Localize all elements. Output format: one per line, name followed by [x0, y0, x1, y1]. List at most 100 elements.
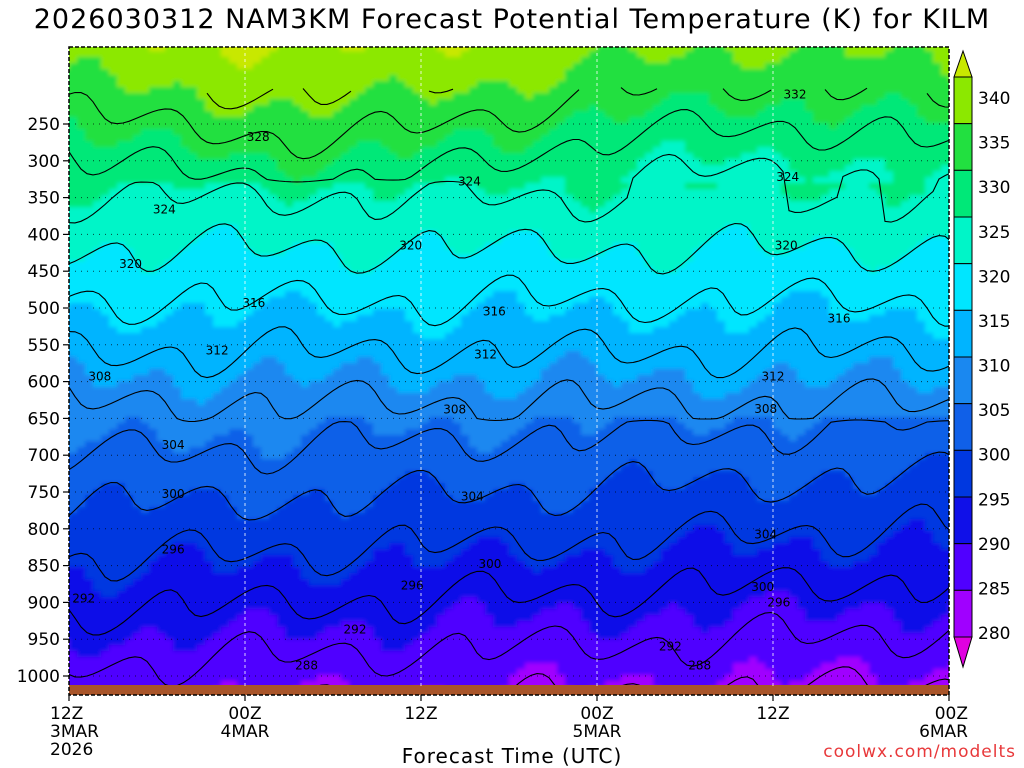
contour-296	[69, 503, 949, 582]
plot-frame	[68, 46, 950, 696]
contour-324	[69, 153, 949, 224]
colorbar-label: 280	[978, 624, 1010, 644]
colorbar-min-arrow	[953, 636, 973, 669]
colorbar-label: 315	[978, 312, 1010, 332]
contour-label: 304	[461, 489, 484, 503]
colorbar-label: 310	[978, 357, 1010, 377]
x-tick-label: 12Z	[756, 704, 789, 724]
colorbar-band	[953, 263, 973, 311]
colorbar-band	[953, 496, 973, 545]
chart-title: 2026030312 NAM3KM Forecast Potential Tem…	[33, 4, 991, 35]
colorbar-band	[953, 403, 973, 451]
colorbar-label: 325	[978, 223, 1010, 243]
grid-lines	[69, 47, 949, 687]
contour-label: 324	[458, 174, 481, 188]
potential-temperature-field	[69, 47, 949, 687]
y-tick-label: 850	[28, 557, 60, 577]
y-tick-label: 400	[28, 225, 60, 245]
y-tick-label: 350	[28, 189, 60, 209]
contour-label: 300	[162, 487, 185, 501]
contour-labels: 332 328 324 324 324 320 320 320 316 316 316 312 312 3…	[72, 88, 850, 673]
contour-label: 308	[754, 402, 777, 416]
contour-label: 308	[88, 369, 111, 383]
contour-label: 292	[344, 623, 367, 637]
contour-label: 316	[828, 311, 851, 325]
y-tick-label: 900	[28, 593, 60, 613]
colorbar-band	[953, 543, 973, 591]
x-tick-label: 00Z	[935, 704, 968, 724]
colorbar-label: 320	[978, 267, 1010, 287]
contour-label: 292	[659, 640, 682, 654]
contour-label: 316	[242, 296, 265, 310]
contour-label: 308	[443, 403, 466, 417]
contour-label: 292	[72, 592, 95, 606]
contour-label: 312	[474, 347, 497, 361]
contour-label: 324	[776, 170, 799, 184]
contour-label: 288	[688, 659, 711, 673]
x-axis-label: Forecast Time (UTC)	[401, 744, 623, 768]
colorbar-band	[953, 76, 973, 125]
x-tick-label: 00Z	[580, 704, 613, 724]
colorbar-band	[953, 309, 973, 358]
colorbar-band	[953, 356, 973, 405]
y-tick-label: 500	[28, 299, 60, 319]
contour-label: 324	[153, 202, 176, 216]
contour-label: 296	[162, 542, 185, 556]
contour-label: 320	[775, 238, 798, 252]
y-tick-label: 300	[28, 152, 60, 172]
colorbar-label: 340	[978, 89, 1010, 109]
contour-336	[206, 88, 454, 110]
contour-label: 296	[767, 595, 790, 609]
contour-label: 288	[295, 659, 318, 673]
contour-label: 328	[247, 130, 270, 144]
x-tick-label: 5MAR	[573, 722, 622, 742]
y-tick-label: 600	[28, 373, 60, 393]
x-tick-label: 12Z	[404, 704, 437, 724]
x-tick-label: 00Z	[228, 704, 261, 724]
x-tick-label: 4MAR	[221, 722, 270, 742]
colorbar-label: 295	[978, 490, 1010, 510]
contour-label: 332	[784, 88, 807, 102]
contour-label: 300	[751, 580, 774, 594]
contour-label: 312	[206, 344, 229, 358]
colorbar-band	[953, 216, 973, 265]
contour-288	[69, 611, 949, 687]
colorbar: 340 335 330 325 320 315 310 305 300 295 290 285 280	[953, 49, 1010, 669]
colorbar-band	[953, 449, 973, 498]
contour-label: 316	[483, 305, 506, 319]
contour-292	[69, 567, 949, 636]
contour-332	[69, 87, 949, 160]
x-tick-label: 2026	[50, 740, 93, 760]
contour-label: 320	[399, 238, 422, 252]
contour-308	[69, 378, 949, 423]
y-tick-label: 800	[28, 520, 60, 540]
y-tick-label: 750	[28, 483, 60, 503]
x-tick-label: 6MAR	[919, 722, 968, 742]
y-tick-label: 700	[28, 446, 60, 466]
x-tick-label: 3MAR	[50, 722, 99, 742]
colorbar-label: 300	[978, 446, 1010, 466]
contour-label: 320	[119, 257, 142, 271]
ground-strip	[69, 685, 949, 695]
y-axis: 250 300 350 400 450 500 550 600 650 700 750 800 850 9…	[17, 115, 69, 687]
contour-312	[69, 326, 949, 379]
contour-328	[69, 109, 949, 183]
colorbar-max-arrow	[953, 49, 973, 78]
site-credit: coolwx.com/modelts	[823, 742, 1016, 762]
colorbar-label: 285	[978, 579, 1010, 599]
contour-label: 300	[478, 557, 501, 571]
colorbar-label: 290	[978, 535, 1010, 555]
contour-304	[69, 419, 949, 475]
colorbar-label: 335	[978, 134, 1010, 154]
contour-label: 304	[162, 438, 185, 452]
y-tick-label: 950	[28, 630, 60, 650]
contour-label: 304	[754, 528, 777, 542]
y-tick-label: 250	[28, 115, 60, 135]
contour-316	[69, 274, 949, 327]
y-tick-label: 450	[28, 262, 60, 282]
contour-label: 312	[762, 369, 785, 383]
x-tick-label: 12Z	[50, 704, 83, 724]
y-tick-label: 650	[28, 409, 60, 429]
